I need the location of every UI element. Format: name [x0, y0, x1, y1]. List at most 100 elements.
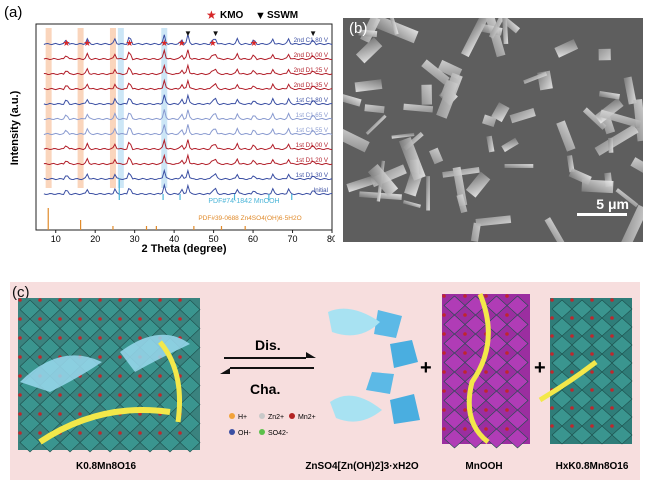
- trace-label: 2nd D1.00 V: [294, 52, 329, 59]
- sem-flake: [343, 124, 370, 153]
- oxygen-atom: [442, 313, 446, 317]
- sem-flake: [346, 175, 376, 193]
- oxygen-atom: [118, 317, 122, 321]
- sem-flake: [482, 114, 497, 128]
- highlight-bands: [45, 28, 168, 188]
- xrd-traces: [43, 34, 333, 196]
- oxygen-atom: [98, 298, 102, 302]
- oxygen-atom: [610, 334, 614, 338]
- xrd-trace: [43, 78, 333, 91]
- oxygen-atom: [98, 336, 102, 340]
- oxygen-atom: [463, 408, 467, 412]
- sem-flake: [358, 29, 378, 38]
- kmo-peak-star: ★: [178, 38, 186, 48]
- trace-labels: 2nd C1.80 V 2nd D1.00 V 2nd D1.25 V 2nd D1.…: [294, 37, 329, 194]
- xrd-trace: [43, 168, 333, 181]
- oxygen-atom: [442, 294, 446, 298]
- x-tick-label: 10: [51, 234, 61, 244]
- octahedron: [506, 390, 529, 411]
- oh-ion-icon: [229, 429, 235, 435]
- oxygen-atom: [590, 352, 594, 356]
- oxygen-atom: [18, 298, 22, 302]
- oxygen-atom: [138, 393, 142, 397]
- zn-ion-label: Zn2+: [268, 414, 284, 421]
- trace-label: 1st C1.80 V: [296, 97, 329, 104]
- sem-flake: [599, 109, 642, 129]
- zn-ion-icon: [259, 413, 265, 419]
- xrd-trace: [43, 48, 333, 61]
- compound-middle-label: ZnSO4[Zn(OH)2]3·xH2O: [305, 461, 419, 472]
- oxygen-atom: [442, 389, 446, 393]
- compound-mnooh-label: MnOOH: [465, 461, 502, 472]
- oxygen-atom: [78, 298, 82, 302]
- sem-flake: [566, 155, 575, 173]
- sem-flake: [470, 222, 481, 242]
- kmo-peak-star: ★: [83, 38, 91, 48]
- oxygen-atom: [18, 431, 22, 435]
- sem-flake: [581, 179, 614, 194]
- compound-right-label: HxK0.8Mn8O16: [556, 461, 629, 472]
- sswm-peak-triangle: ▼: [184, 29, 192, 38]
- oxygen-atom: [158, 393, 162, 397]
- charge-label: Cha.: [250, 381, 280, 397]
- trace-label: 1st D1.20 V: [296, 157, 329, 164]
- octahedron: [611, 371, 633, 391]
- highlight-band: [45, 28, 52, 188]
- oxygen-atom: [570, 316, 574, 320]
- oxygen-atom: [158, 298, 162, 302]
- sem-flake: [486, 135, 495, 153]
- oxygen-atom: [610, 352, 614, 356]
- oxygen-atom: [590, 370, 594, 374]
- oxygen-atom: [484, 427, 488, 431]
- panel-label-a: (a): [4, 4, 22, 21]
- electrolyte-flow-mid: [328, 308, 380, 336]
- octahedron: [179, 413, 201, 434]
- oxygen-atom: [610, 424, 614, 428]
- oxygen-atom: [58, 317, 62, 321]
- trace-label: 1st C1.55 V: [296, 127, 329, 134]
- oxygen-atom: [550, 406, 554, 410]
- x-tick-label: 30: [130, 234, 140, 244]
- oxygen-atom: [463, 294, 467, 298]
- oxygen-atom: [138, 336, 142, 340]
- oxygen-atom: [38, 355, 42, 359]
- kmo-peak-star: ★: [160, 38, 168, 48]
- sem-flake: [360, 18, 381, 44]
- plus-sign-2: +: [534, 357, 546, 379]
- oxygen-atom: [570, 334, 574, 338]
- oxygen-atom: [58, 393, 62, 397]
- oxygen-atom: [442, 332, 446, 336]
- sem-flake: [523, 71, 548, 84]
- sem-image: (b) 5 μm: [343, 18, 643, 242]
- oxygen-atom: [78, 393, 82, 397]
- xrd-panel: (a) ★ KMO ▼ SSWM 10 20 30 40 50 60 70 80 2nd C1…: [0, 0, 337, 270]
- y-axis-label: Intensity (a.u.): [9, 90, 21, 165]
- oxygen-atom: [118, 374, 122, 378]
- oxygen-atom: [463, 389, 467, 393]
- xrd-trace: [43, 124, 333, 136]
- oxygen-atom: [505, 313, 509, 317]
- x-tick-label: 20: [90, 234, 100, 244]
- oxygen-atom: [570, 352, 574, 356]
- proton-flow-arrow-2: [158, 340, 183, 423]
- highlight-band: [109, 28, 116, 188]
- panel-label-c: (c): [12, 284, 30, 301]
- sem-flake: [475, 215, 512, 227]
- plus-sign-1: +: [420, 357, 432, 379]
- oxygen-atom: [570, 424, 574, 428]
- x-axis-ticks: 10 20 30 40 50 60 70 80: [51, 230, 337, 244]
- oxygen-atom: [550, 424, 554, 428]
- octahedron: [179, 375, 201, 396]
- oxygen-atom: [78, 317, 82, 321]
- oxygen-atom: [98, 431, 102, 435]
- oxygen-atom: [442, 427, 446, 431]
- sem-flake: [402, 200, 421, 208]
- octahedron: [506, 428, 529, 449]
- x-tick-label: 80: [327, 234, 335, 244]
- oxygen-atom: [570, 388, 574, 392]
- oxygen-atom: [484, 408, 488, 412]
- sem-flake: [556, 120, 576, 152]
- oxygen-atom: [505, 294, 509, 298]
- octahedron: [506, 409, 529, 430]
- octahedron: [506, 333, 529, 354]
